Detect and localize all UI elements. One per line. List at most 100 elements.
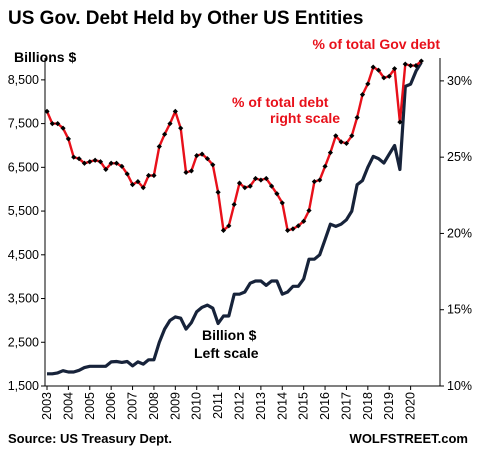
series-percent-marker (226, 223, 232, 229)
series-percent-marker (151, 172, 157, 179)
series-percent-marker (49, 121, 55, 127)
series-percent-marker (258, 177, 264, 183)
series-percent-marker (285, 227, 291, 233)
series-percent-marker (129, 182, 136, 188)
series-percent-marker (97, 159, 104, 165)
x-tick-label: 2019 (382, 392, 396, 420)
series-percent-marker (338, 139, 344, 145)
series-percent-marker (381, 75, 387, 81)
series-percent-marker (162, 131, 168, 137)
series-percent-marker (343, 140, 350, 147)
x-tick-label: 2005 (83, 392, 97, 420)
x-ticks: 2003 2004 2005 2006 2007 2008 2009 2010 2011 2012… (40, 386, 418, 420)
x-tick-label: 2018 (361, 392, 375, 420)
series-percent-marker (178, 125, 184, 131)
series-percent-marker (188, 168, 194, 174)
series-layer (44, 58, 424, 376)
series-percent-marker (418, 58, 424, 64)
series-percent-marker (145, 172, 152, 179)
left-tick-label: 6,500 (8, 160, 39, 174)
series-percent-marker (252, 175, 259, 182)
series-percent-marker (194, 153, 200, 159)
x-tick-label: 2006 (104, 392, 118, 420)
series-percent-marker (172, 108, 178, 114)
x-tick-label: 2013 (254, 392, 268, 420)
brand-label: WOLFSTREET.com (350, 431, 468, 446)
left-ticks: 1,500 2,500 3,500 4,500 5,500 6,500 7,500 8,500 (8, 73, 45, 393)
series-percent-marker (301, 218, 307, 224)
x-tick-label: 2016 (318, 392, 332, 420)
series-percent-marker (365, 81, 371, 87)
series-percent-marker (386, 73, 392, 79)
x-tick-label: 2020 (404, 392, 418, 420)
series-percent-marker (76, 156, 82, 162)
series-percent-marker (183, 169, 189, 176)
series-percent-marker (81, 160, 88, 166)
series-percent-marker (167, 121, 173, 127)
left-tick-label: 1,500 (8, 379, 39, 393)
series-percent-marker (103, 166, 109, 172)
annotation-bil-1: Billion $ (202, 327, 257, 343)
series-percent-marker (231, 201, 237, 208)
x-tick-label: 2008 (147, 392, 161, 420)
series-percent-marker (215, 189, 221, 195)
series-billions-line (47, 61, 423, 376)
x-tick-label: 2010 (190, 392, 204, 420)
series-percent-marker (242, 185, 248, 191)
x-tick-label: 2009 (168, 392, 182, 420)
series-percent-marker (220, 227, 227, 233)
right-tick-label: 10% (447, 379, 472, 393)
chart-title: US Gov. Debt Held by Other US Entities (8, 8, 363, 29)
series-percent-marker (290, 226, 296, 232)
series-percent-marker (210, 162, 216, 168)
annotation-pct-2: right scale (270, 110, 340, 126)
series-percent-marker (311, 178, 317, 185)
series-percent-marker (140, 185, 146, 191)
series-percent-marker (279, 200, 285, 206)
x-tick-label: 2017 (339, 392, 353, 420)
annotation-pct-1: % of total debt (232, 94, 329, 110)
series-percent-marker (119, 163, 125, 169)
series-percent-marker (327, 149, 334, 156)
left-tick-label: 5,500 (8, 204, 39, 218)
series-percent-marker (60, 125, 66, 131)
series-percent-marker (156, 143, 162, 150)
x-tick-label: 2011 (211, 392, 225, 419)
series-percent-marker (268, 183, 275, 189)
series-percent-marker (65, 136, 71, 142)
series-percent-marker (87, 159, 93, 165)
series-percent-marker (236, 180, 243, 186)
series-percent-marker (359, 92, 366, 98)
left-tick-label: 2,500 (8, 335, 39, 349)
series-percent-marker (322, 163, 328, 169)
right-tick-label: 25% (447, 150, 472, 164)
x-tick-label: 2012 (233, 392, 247, 420)
left-axis-label: Billions $ (14, 49, 76, 65)
x-tick-label: 2014 (275, 392, 289, 420)
series-percent-marker (124, 171, 130, 177)
annotation-bil-2: Left scale (194, 345, 259, 361)
left-tick-label: 3,500 (8, 292, 39, 306)
source-note: Source: US Treasury Dept. (8, 431, 172, 446)
x-tick-label: 2015 (297, 392, 311, 420)
series-percent-marker (71, 154, 77, 160)
left-tick-label: 8,500 (8, 73, 39, 87)
series-percent-marker (408, 63, 414, 69)
series-percent-marker (135, 178, 141, 185)
series-percent-marker (44, 108, 50, 114)
series-percent-marker (55, 121, 61, 127)
series-percent-marker (204, 156, 211, 162)
series-percent-marker (274, 191, 280, 197)
series-percent-marker (333, 133, 339, 139)
x-tick-label: 2004 (61, 392, 75, 420)
series-percent-marker (391, 66, 398, 72)
series-percent-marker (354, 114, 360, 121)
series-percent-marker (317, 177, 323, 183)
series-percent-marker (108, 160, 114, 166)
series-percent-marker (349, 133, 355, 139)
series-percent-marker (397, 119, 403, 125)
series-percent-marker (413, 63, 419, 69)
series-percent-marker (113, 160, 120, 166)
